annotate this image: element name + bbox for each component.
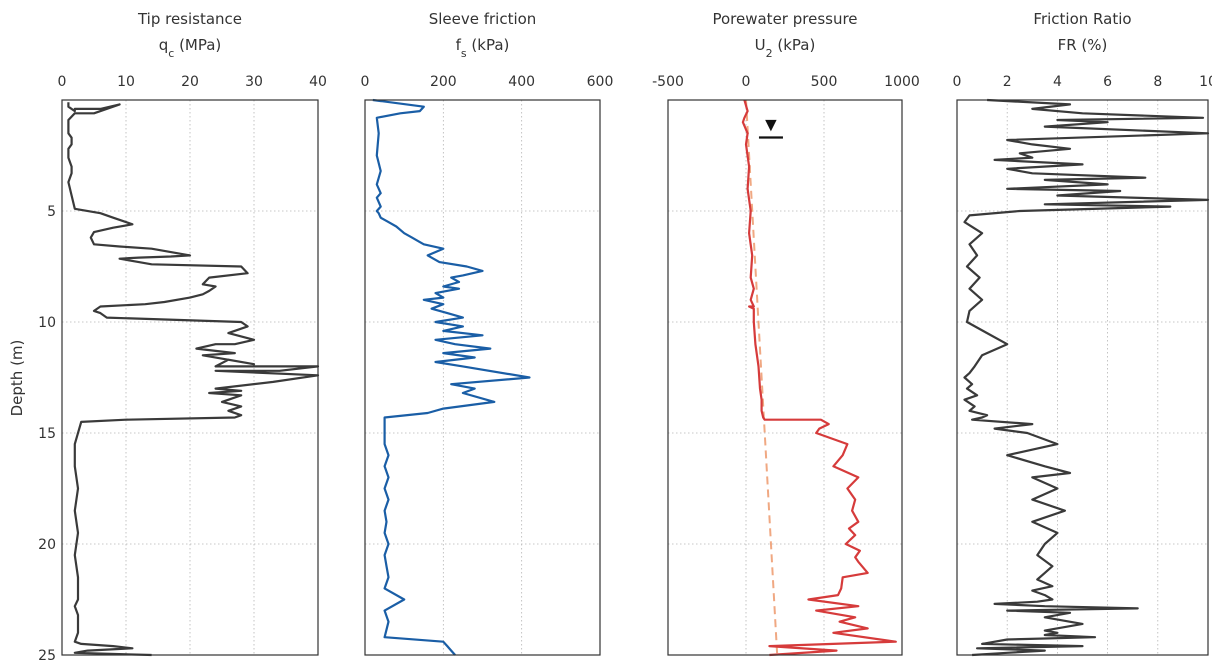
x-tick-label: 200 bbox=[430, 74, 457, 90]
x-tick-label: 20 bbox=[181, 74, 199, 90]
x-tick-label: 30 bbox=[245, 74, 263, 90]
panel-4: Friction Ratio FR (%) 0 2 4 6 8 10 bbox=[953, 10, 1212, 657]
panel-title: Tip resistance bbox=[137, 10, 242, 28]
plot-frame bbox=[956, 99, 1209, 656]
x-tick-label: 4 bbox=[1053, 74, 1062, 90]
subtitle-symbol: q bbox=[159, 36, 169, 54]
panel-1: Tip resistance qc (MPa) 0 10 20 30 40 bbox=[58, 10, 327, 657]
subtitle-symbol: FR (%) bbox=[1058, 36, 1108, 54]
plot-frame bbox=[667, 99, 903, 656]
subtitle-subscript: c bbox=[168, 47, 174, 60]
x-tick-label: 0 bbox=[361, 74, 370, 90]
panel-title: Friction Ratio bbox=[1033, 10, 1131, 28]
subtitle-unit: (kPa) bbox=[773, 36, 816, 54]
y-tick-label: 25 bbox=[38, 648, 56, 662]
subtitle-symbol: f bbox=[456, 36, 462, 54]
data-line bbox=[372, 98, 531, 656]
panel-2: Sleeve friction fs (kPa) 0 200 400 600 bbox=[361, 10, 614, 656]
x-tick-label: 40 bbox=[309, 74, 327, 90]
y-tick-label: 10 bbox=[38, 315, 56, 331]
x-tick-label: 600 bbox=[587, 74, 614, 90]
x-tick-label: 0 bbox=[58, 74, 67, 90]
hydrostatic-line bbox=[745, 99, 779, 656]
x-tick-label: 8 bbox=[1153, 74, 1162, 90]
y-axis: 5 10 15 20 25 Depth (m) bbox=[8, 204, 56, 662]
x-tick-label: 400 bbox=[508, 74, 535, 90]
panel-title: Sleeve friction bbox=[429, 10, 537, 28]
x-tick-label: 0 bbox=[742, 74, 751, 90]
plot-frame bbox=[61, 99, 319, 656]
subtitle-subscript: 2 bbox=[766, 47, 773, 60]
x-tick-label: 0 bbox=[953, 74, 962, 90]
subtitle-symbol: U bbox=[755, 36, 766, 54]
panel-subtitle: fs (kPa) bbox=[456, 36, 510, 60]
x-tick-label: -500 bbox=[652, 74, 684, 90]
y-axis-label: Depth (m) bbox=[8, 340, 26, 417]
data-line bbox=[963, 98, 1210, 657]
x-tick-label: 10 bbox=[1199, 74, 1212, 90]
x-tick-label: 6 bbox=[1103, 74, 1112, 90]
data-line bbox=[741, 99, 897, 657]
subtitle-unit: (kPa) bbox=[467, 36, 510, 54]
y-tick-label: 5 bbox=[47, 204, 56, 220]
subtitle-subscript: s bbox=[461, 47, 467, 60]
subtitle-unit: (MPa) bbox=[174, 36, 221, 54]
panel-title: Porewater pressure bbox=[712, 10, 857, 28]
plot-frame bbox=[364, 99, 601, 656]
water-table-icon: ▼ bbox=[765, 116, 777, 134]
panel-subtitle: FR (%) bbox=[1058, 36, 1108, 54]
panel-3: Porewater pressure U2 (kPa) -500 0 500 1000 ▼ bbox=[652, 10, 920, 657]
data-line bbox=[67, 102, 320, 657]
y-tick-label: 20 bbox=[38, 537, 56, 553]
panel-subtitle: qc (MPa) bbox=[159, 36, 222, 60]
x-tick-label: 500 bbox=[811, 74, 838, 90]
x-tick-label: 2 bbox=[1003, 74, 1012, 90]
panel-subtitle: U2 (kPa) bbox=[755, 36, 816, 60]
x-tick-label: 10 bbox=[117, 74, 135, 90]
x-tick-label: 1000 bbox=[884, 74, 920, 90]
y-tick-label: 15 bbox=[38, 426, 56, 442]
